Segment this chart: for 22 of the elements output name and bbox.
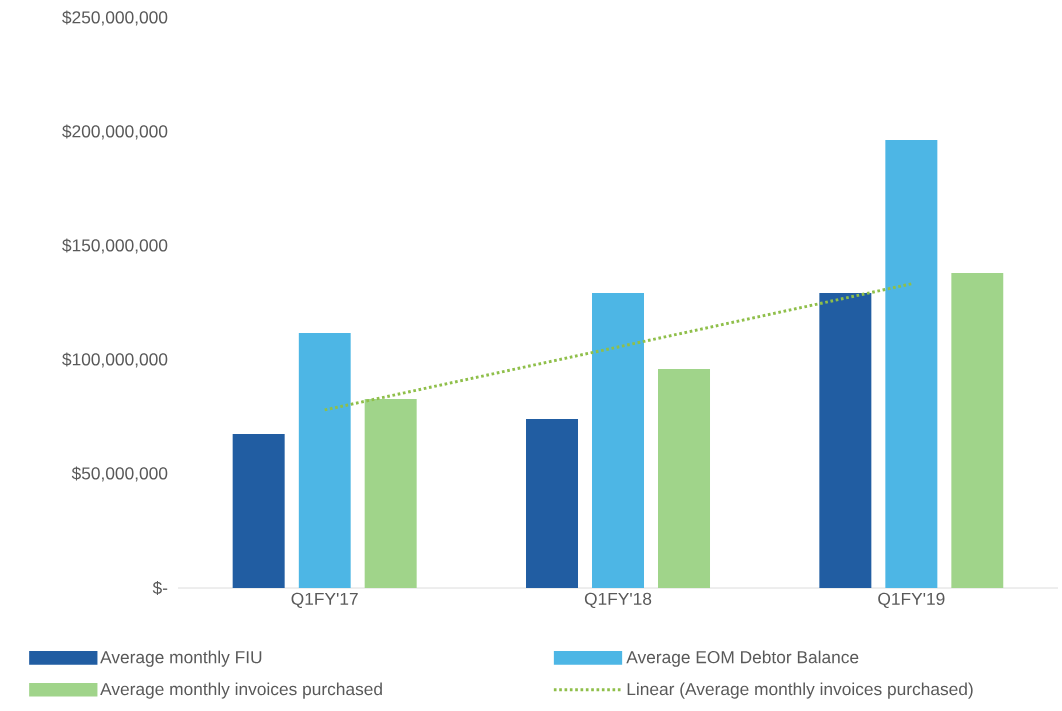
bar: [951, 272, 1004, 588]
y-tick-label: $150,000,000: [62, 238, 168, 254]
bar: [658, 368, 711, 588]
y-tick-label: $-: [152, 580, 168, 596]
bar: [298, 333, 351, 588]
bar: [526, 419, 579, 588]
y-tick-label: $250,000,000: [62, 10, 168, 26]
bar: [819, 292, 872, 588]
x-tick-label: Q1FY'17: [291, 592, 358, 609]
bar: [232, 434, 285, 588]
legend-label: Linear (Average monthly invoices purchased): [627, 682, 973, 699]
bar: [592, 292, 645, 588]
bar: [364, 398, 417, 588]
legend-label: Average monthly FIU: [100, 650, 262, 667]
y-tick-label: $50,000,000: [71, 466, 168, 482]
bar: [885, 139, 938, 588]
y-tick-label: $100,000,000: [62, 352, 168, 368]
y-tick-label: $200,000,000: [62, 124, 168, 140]
x-tick-label: Q1FY'19: [878, 592, 945, 609]
legend-label: Average EOM Debtor Balance: [626, 650, 859, 667]
legend-label: Average monthly invoices purchased: [100, 682, 382, 699]
x-tick-label: Q1FY'18: [584, 592, 652, 609]
